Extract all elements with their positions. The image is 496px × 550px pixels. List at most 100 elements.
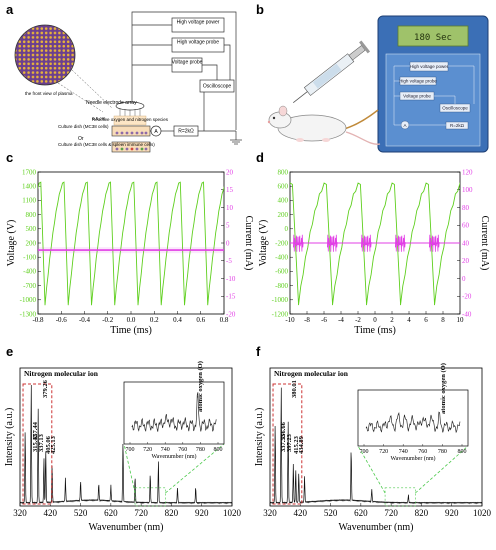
- y-tick-label: 800: [278, 168, 289, 176]
- y-axis-label: Voltage (V): [258, 220, 269, 267]
- x-tick-label: -4: [338, 316, 344, 324]
- peak-label: 337.13: [38, 433, 45, 452]
- current-burst: [361, 234, 372, 252]
- device-hv-power: High voltage power: [410, 64, 449, 69]
- current-burst: [293, 234, 304, 252]
- y2-tick-label: 100: [462, 186, 473, 194]
- y-axis-label: Voltage (V): [6, 220, 17, 267]
- y-tick-label: -400: [275, 254, 288, 262]
- dish-bottom-label: Culture dish (MC38 cells & spleen immune…: [58, 142, 155, 147]
- peak-label: 380.01: [291, 380, 298, 398]
- x-tick-label: 1020: [473, 508, 492, 518]
- x-tick-label: 320: [13, 508, 27, 518]
- x-tick-label: 720: [384, 508, 398, 518]
- or-label: Or: [78, 136, 84, 142]
- y-tick-label: 400: [278, 197, 289, 205]
- x-tick-label: -0.2: [102, 316, 114, 324]
- x-tick-label: 920: [195, 508, 209, 518]
- inset-x-tick: 700: [360, 449, 369, 455]
- x-tick-label: 0.4: [173, 316, 182, 324]
- chart-e: 320 420 520 620 720 820 920 1020 Wavenumber (nm)…: [4, 361, 242, 533]
- y2-tick-label: -40: [462, 310, 472, 318]
- y2-tick-label: -20: [226, 310, 236, 318]
- y2-tick-label: 40: [462, 239, 470, 247]
- y-tick-label: 200: [26, 239, 37, 247]
- current-burst: [429, 234, 440, 252]
- y2-tick-label: 80: [462, 204, 470, 212]
- x-axis-label: Time (ms): [110, 325, 152, 336]
- resistor-label: R=2kΩ: [178, 129, 194, 135]
- y-tick-label: -1000: [272, 296, 289, 304]
- zoom-line: [357, 445, 386, 494]
- hv-probe-label: High voltage probe: [177, 40, 219, 46]
- syringe-icon: [292, 40, 371, 103]
- y-tick-label: -100: [23, 254, 36, 262]
- gap-label: 0.5 cm: [92, 116, 106, 121]
- x-tick-label: 520: [324, 508, 338, 518]
- x-tick-label: -10: [285, 316, 295, 324]
- panel-label-f: f: [256, 344, 261, 359]
- nitrogen-box: [22, 383, 53, 505]
- x-axis-label: Time (ms): [354, 325, 396, 336]
- nitrogen-label: Nitrogen molecular ion: [24, 369, 99, 378]
- y2-tick-label: -15: [226, 293, 236, 301]
- peak-label: 356.66: [280, 421, 287, 440]
- x-tick-label: -0.4: [79, 316, 91, 324]
- device-oscilloscope: Oscilloscope: [442, 106, 468, 111]
- chart-f: 320 420 520 620 720 820 920 1020 Wavenumber (nm)…: [254, 363, 492, 533]
- plot-frame: [269, 367, 483, 507]
- peak-label: 397.23: [286, 433, 293, 452]
- x-tick-label: -0.8: [32, 316, 44, 324]
- x-tick-label: 920: [445, 508, 459, 518]
- dish-top-label: Culture dish (MC38 cells): [58, 124, 109, 129]
- y2-tick-label: 5: [226, 222, 230, 230]
- x-tick-label: 0.6: [196, 316, 205, 324]
- y2-tick-label: 0: [462, 275, 466, 283]
- y2-tick-label: 20: [462, 257, 470, 265]
- x-tick-label: 0: [373, 316, 377, 324]
- plot-frame: [19, 367, 233, 507]
- peak-label: 357.44: [32, 421, 39, 440]
- y-axis-label: Intensity (a.u.): [4, 408, 15, 467]
- timer-display: [397, 25, 469, 47]
- needle-array-label: Needle electrode array: [86, 100, 137, 106]
- mouse-icon: [267, 105, 381, 145]
- x-tick-label: -0.6: [56, 316, 68, 324]
- spectrum-series: [269, 387, 483, 505]
- inset-x-tick: 760: [178, 447, 187, 453]
- peak-label: 379.26: [42, 379, 49, 398]
- x-tick-label: 620: [104, 508, 118, 518]
- x-tick-label: 2: [390, 316, 394, 324]
- panel-label-b: b: [256, 2, 264, 17]
- y-tick-label: -1200: [272, 310, 289, 318]
- chart-d: 8006004002000-200-400-600-800-1000-12001…: [258, 168, 490, 336]
- x-axis-label: Wavenumber (nm): [89, 522, 164, 533]
- device-v-probe: Voltage probe: [403, 94, 431, 99]
- x-tick-label: -8: [304, 316, 310, 324]
- x-tick-label: 1020: [223, 508, 242, 518]
- current-burst: [395, 234, 406, 252]
- y2-axis-label: Current (mA): [479, 216, 490, 271]
- device-resistor: R=2kΩ: [450, 123, 465, 128]
- y2-tick-label: -20: [462, 293, 472, 301]
- x-tick-label: 820: [415, 508, 429, 518]
- x-tick-label: 0.8: [220, 316, 229, 324]
- schematic-a: the front view of plasma High voltage po…: [14, 11, 242, 153]
- inset-peak-label: atomic oxygen (O): [197, 361, 204, 412]
- inset-x-label: Wavenumber (nm): [391, 455, 436, 462]
- nitrogen-label: Nitrogen molecular ion: [274, 369, 349, 378]
- y-tick-label: 800: [26, 211, 37, 219]
- x-tick-label: -6: [321, 316, 327, 324]
- device-b: 180 Sec High voltage power High voltage …: [267, 15, 489, 153]
- y2-axis-label: Current (mA): [243, 216, 254, 271]
- y-tick-label: -1000: [20, 296, 37, 304]
- y-axis-label: Intensity (a.u.): [254, 408, 265, 467]
- voltage-series: [38, 181, 224, 306]
- panel-label-e: e: [6, 344, 13, 359]
- peak-label: 415.23: [293, 435, 300, 454]
- y-tick-label: 1100: [22, 197, 36, 205]
- inset-x-tick: 780: [196, 447, 205, 453]
- inset: 700 720 740 760 780 800 Wavenumber (nm) atomic …: [123, 361, 225, 460]
- x-tick-label: 720: [134, 508, 148, 518]
